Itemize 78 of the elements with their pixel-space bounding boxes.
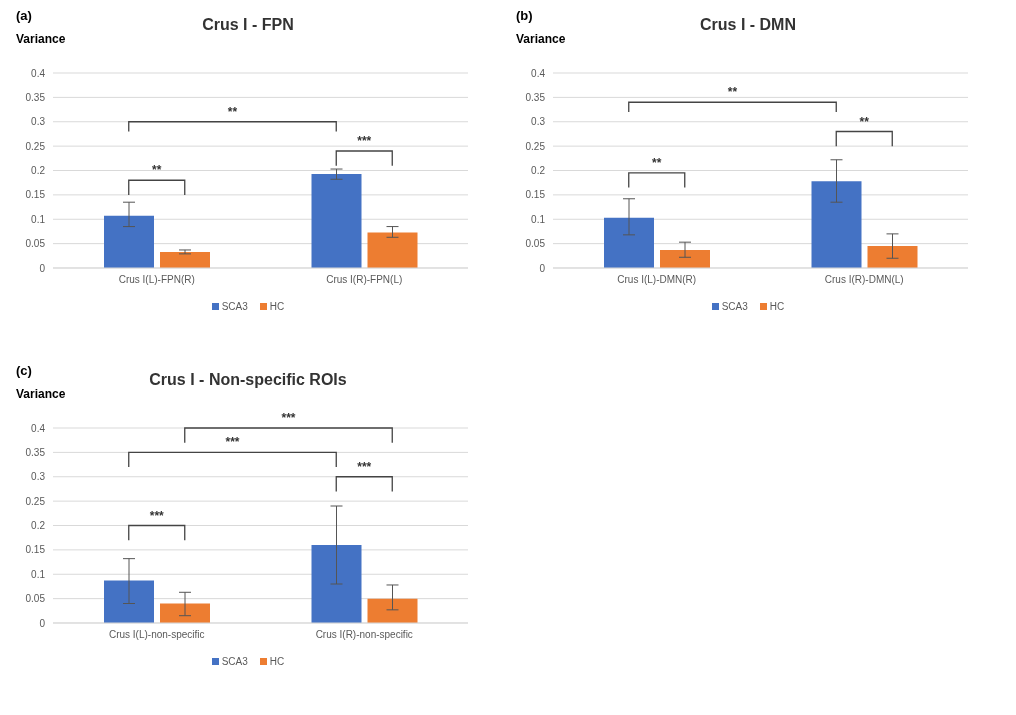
significance-bracket: *** — [128, 508, 186, 541]
annotation: *** — [149, 508, 165, 523]
annotation: ** — [152, 163, 162, 178]
y-tick-label: 0 — [539, 262, 546, 274]
y-tick-label: 0.4 — [531, 67, 546, 79]
y-tick-label: 0.2 — [31, 165, 46, 177]
bar — [867, 246, 918, 268]
legend-label: HC — [768, 301, 785, 312]
x-tick-label: Crus I(L)-DMN(R) — [617, 274, 697, 286]
significance-bracket: ** — [128, 104, 337, 133]
legend-label: SCA3 — [720, 301, 748, 312]
y-tick-label: 0.35 — [25, 446, 46, 458]
significance-bracket: *** — [335, 134, 393, 167]
text: (b) — [516, 8, 533, 23]
y-tick-label: 0.4 — [31, 67, 46, 79]
y-tick-label: 0 — [39, 262, 46, 274]
legend-label: HC — [268, 656, 285, 667]
significance-bracket: *** — [128, 435, 337, 468]
y-tick-label: 0.05 — [525, 238, 546, 250]
chart-title: Crus I - DMN — [700, 16, 796, 33]
y-tick-label: 0.3 — [31, 116, 46, 128]
y-axis-title: Variance — [16, 387, 66, 401]
bar — [811, 181, 862, 268]
y-tick-label: 0.15 — [25, 544, 46, 556]
bar — [160, 603, 210, 623]
x-tick-label: Crus I(L)-non-specific — [108, 629, 205, 641]
bar — [104, 215, 154, 268]
legend-label: SCA3 — [220, 301, 248, 312]
annotation: *** — [357, 134, 372, 148]
y-tick-label: 0.05 — [25, 593, 46, 605]
y-tick-label: 0.35 — [525, 91, 546, 103]
x-tick-label: Crus I(R)-non-specific — [315, 629, 413, 641]
bar — [311, 545, 362, 623]
bar — [104, 580, 154, 623]
annotation: ** — [859, 114, 870, 129]
y-tick-label: 0.15 — [525, 189, 546, 201]
text: (c) — [16, 363, 32, 378]
chart-title: Crus I - FPN — [202, 16, 294, 33]
significance-bracket: ** — [628, 85, 837, 113]
bar — [604, 217, 654, 268]
significance-bracket: ** — [835, 114, 893, 147]
annotation: ** — [727, 85, 738, 100]
y-tick-label: 0.4 — [31, 422, 46, 434]
y-tick-label: 0.1 — [31, 568, 46, 580]
bar — [160, 251, 210, 268]
y-axis-title: Variance — [516, 32, 566, 46]
y-tick-label: 0.3 — [531, 116, 546, 128]
x-tick-label: Crus I(R)-FPN(L) — [326, 274, 403, 286]
annotation: *** — [225, 435, 240, 450]
y-tick-label: 0.15 — [25, 189, 46, 201]
legend-label: SCA3 — [220, 656, 248, 667]
significance-bracket: ** — [128, 163, 186, 196]
chart-title: Crus I - Non-specific ROIs — [149, 371, 347, 388]
x-tick-label: Crus I(L)-FPN(R) — [118, 274, 195, 286]
y-tick-label: 0.1 — [531, 213, 546, 225]
y-tick-label: 0.2 — [531, 165, 546, 177]
bar — [660, 249, 710, 268]
y-tick-label: 0 — [39, 617, 46, 629]
x-tick-label: Crus I(R)-DMN(L) — [824, 274, 904, 286]
significance-bracket: *** — [335, 459, 393, 493]
y-tick-label: 0.1 — [31, 213, 46, 225]
legend-label: HC — [268, 301, 285, 312]
y-tick-label: 0.3 — [31, 471, 46, 483]
y-axis-title: Variance — [16, 32, 66, 46]
annotation: *** — [357, 459, 372, 474]
annotation: ** — [652, 155, 662, 170]
y-tick-label: 0.2 — [31, 520, 46, 532]
text: (a) — [16, 8, 32, 23]
y-tick-label: 0.25 — [25, 495, 46, 507]
y-tick-label: 0.25 — [525, 140, 546, 152]
bar — [311, 173, 362, 268]
y-tick-label: 0.35 — [25, 91, 46, 103]
bar — [367, 232, 418, 268]
y-tick-label: 0.05 — [25, 238, 46, 250]
significance-bracket: ** — [628, 155, 686, 189]
bar — [367, 598, 418, 623]
annotation: ** — [227, 104, 238, 119]
y-tick-label: 0.25 — [25, 140, 46, 152]
